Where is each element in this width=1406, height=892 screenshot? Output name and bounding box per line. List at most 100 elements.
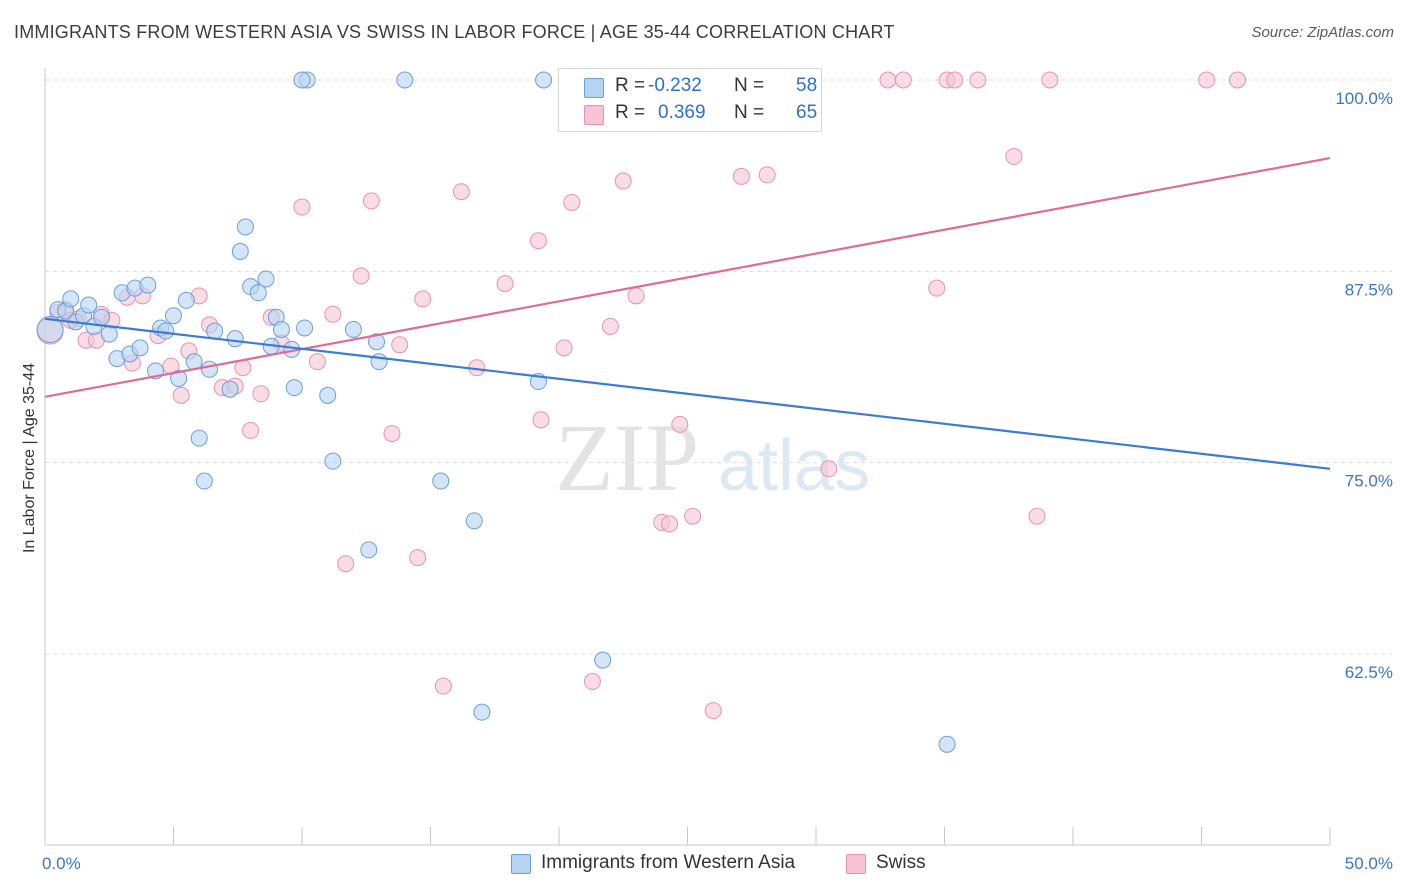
swiss-point [1041, 71, 1059, 89]
swiss-point [496, 275, 514, 293]
swiss-point [324, 305, 342, 323]
swiss-point [969, 71, 987, 89]
western-asia-point [344, 320, 362, 338]
correlation-legend: R = -0.232 N = 58 R = 0.369 N = 65 [558, 68, 822, 132]
swiss-point [684, 507, 702, 525]
bottom-legend-label: Swiss [876, 852, 926, 873]
swiss-point [563, 193, 581, 211]
chart-title: IMMIGRANTS FROM WESTERN ASIA VS SWISS IN… [14, 22, 895, 42]
western-asia-point [368, 333, 386, 351]
western-asia-point [249, 284, 267, 302]
western-asia-trend-line [44, 317, 1331, 470]
legend-r-label: R = [615, 75, 646, 96]
western-asia-point [139, 276, 157, 294]
western-asia-point [272, 320, 290, 338]
swiss-point [337, 555, 355, 573]
western-asia-point [226, 330, 244, 348]
swiss-point [434, 677, 452, 695]
western-asia-point [190, 429, 208, 447]
western-asia-point [36, 315, 64, 343]
swiss-point [583, 673, 601, 691]
western-asia-point [165, 307, 182, 325]
western-asia-point [594, 651, 612, 669]
swiss-point [529, 232, 547, 250]
swiss-point [946, 71, 964, 89]
swiss-point [1028, 507, 1046, 525]
legend-n-label: N = [734, 75, 765, 96]
western-asia-point [62, 290, 80, 308]
western-asia-point [324, 452, 342, 470]
western-asia-point [938, 735, 956, 753]
swiss-point [601, 317, 619, 335]
western-asia-point [432, 472, 450, 490]
western-asia-point [195, 472, 213, 490]
western-asia-point [360, 541, 378, 559]
source-credit: Source: ZipAtlas.com [1251, 24, 1394, 41]
western-asia-point [231, 242, 249, 260]
western-asia-point [465, 512, 483, 530]
watermark: ZIP atlas [555, 404, 870, 511]
swiss-point [732, 167, 750, 185]
swiss-point [671, 415, 689, 433]
western-asia-point [236, 218, 254, 236]
swiss-point [820, 460, 838, 478]
swiss-point [409, 549, 427, 567]
western-asia-point [473, 703, 491, 721]
swiss-point [452, 183, 470, 201]
swiss-points [36, 71, 1246, 720]
western-asia-point [285, 379, 303, 397]
legend-swatch-blue [584, 78, 604, 98]
swiss-point [758, 166, 776, 184]
western-asia-point [296, 319, 314, 337]
western-asia-point [200, 360, 218, 378]
western-asia-point [319, 386, 337, 404]
trend-lines [44, 156, 1331, 470]
swiss-point [1005, 148, 1023, 166]
bottom-legend-label: Immigrants from Western Asia [541, 852, 796, 873]
western-asia-point [93, 308, 111, 326]
western-asia-point [396, 71, 414, 89]
swiss-point [352, 267, 370, 285]
swiss-point [704, 702, 722, 720]
swiss-point [532, 411, 550, 429]
y-axis-label: In Labor Force | Age 35-44 [21, 363, 38, 553]
bottom-legend-swatch-blue [511, 854, 531, 874]
legend-n-label: N = [734, 102, 765, 123]
swiss-point [172, 386, 190, 404]
x-tick-label: 0.0% [42, 854, 81, 873]
swiss-point [383, 425, 401, 443]
swiss-trend-line [44, 156, 1331, 398]
swiss-point [252, 385, 270, 403]
swiss-point [661, 515, 679, 533]
swiss-point [614, 172, 632, 190]
legend-r-value: 0.369 [658, 102, 706, 123]
swiss-point [242, 422, 260, 440]
legend-n-value: 58 [796, 75, 818, 96]
swiss-point [1198, 71, 1216, 89]
swiss-point [879, 71, 897, 89]
legend-r-label: R = [615, 102, 646, 123]
western-asia-point [131, 339, 149, 357]
legend-swatch-pink [584, 105, 604, 125]
swiss-point [362, 192, 380, 210]
y-tick-label: 75.0% [1345, 472, 1393, 491]
legend-n-value: 65 [796, 102, 818, 123]
western-asia-point [80, 296, 98, 314]
swiss-point [627, 287, 645, 305]
western-asia-point [157, 322, 175, 340]
axes [44, 68, 1331, 846]
bottom-legend-swatch-pink [846, 854, 866, 874]
swiss-point [414, 290, 432, 308]
swiss-point [555, 339, 573, 357]
western-asia-point [170, 369, 188, 387]
swiss-point [1228, 71, 1246, 89]
western-asia-point [293, 71, 311, 89]
western-asia-point [206, 322, 224, 340]
legend-r-value: -0.232 [648, 75, 702, 96]
x-tick-label: 50.0% [1345, 854, 1393, 873]
y-tick-label: 62.5% [1345, 663, 1393, 682]
western-asia-point [100, 325, 118, 343]
western-asia-point [221, 380, 239, 398]
swiss-point [391, 336, 409, 354]
